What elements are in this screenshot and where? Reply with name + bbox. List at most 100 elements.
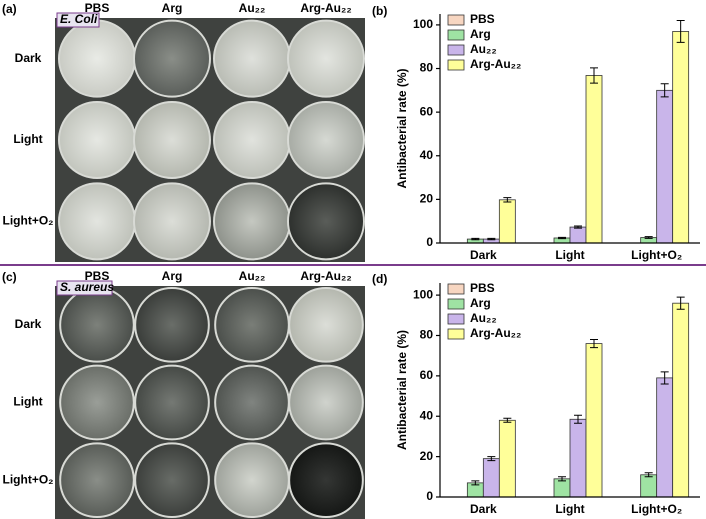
error-bar: [574, 414, 582, 424]
column-label: Arg: [162, 269, 183, 283]
petri-dish: [58, 101, 136, 179]
bar: [498, 199, 516, 244]
petri-dish: [134, 287, 210, 363]
y-tick-label: 100: [413, 287, 433, 301]
petri-dish: [133, 182, 211, 261]
legend-swatch: [447, 44, 465, 56]
row-label: Dark: [15, 317, 42, 331]
error-bar: [487, 456, 496, 462]
column-label: Arg-Au₂₂: [300, 1, 351, 15]
error-bar: [676, 20, 685, 43]
x-tick-label: Light: [555, 248, 584, 262]
y-tick-label: 80: [420, 328, 434, 342]
panel-label: (a): [2, 2, 17, 16]
y-tick-label: 80: [420, 61, 434, 75]
petri-dish: [59, 364, 135, 441]
y-tick-label: 40: [420, 408, 434, 422]
error-bar: [558, 236, 566, 240]
bar: [553, 478, 571, 498]
panel-label: (d): [372, 272, 387, 286]
petri-dish: [213, 182, 291, 261]
legend-swatch: [447, 298, 465, 310]
column-label: Au₂₂: [239, 1, 266, 15]
column-label: Au₂₂: [239, 269, 266, 283]
legend-swatch: [447, 29, 465, 41]
x-tick-label: Light: [555, 502, 584, 516]
petri-dish: [288, 442, 364, 518]
bar: [672, 302, 690, 498]
legend-label: Au₂₂: [470, 42, 497, 56]
y-tick-label: 60: [420, 368, 434, 382]
petri-dish: [287, 182, 365, 261]
error-bar: [574, 225, 582, 229]
bar: [585, 343, 603, 498]
petri-dish: [134, 364, 210, 441]
petri-dish: [213, 101, 291, 179]
error-bar: [471, 237, 480, 241]
strain-label: S. aureus: [60, 280, 114, 294]
legend-swatch: [447, 313, 465, 325]
petri-dish: [287, 101, 365, 179]
legend-label: PBS: [470, 12, 495, 26]
row-label: Light: [13, 132, 42, 146]
petri-dish: [214, 287, 290, 363]
error-bar: [660, 371, 669, 385]
y-tick-label: 0: [426, 489, 433, 503]
bar: [498, 419, 516, 498]
panel-label: (b): [372, 4, 387, 18]
row-label: Dark: [15, 51, 42, 65]
y-tick-label: 60: [420, 104, 434, 118]
error-bar: [503, 417, 512, 423]
bar: [569, 226, 587, 244]
petri-dish: [58, 182, 136, 261]
petri-dish: [58, 19, 136, 98]
legend-swatch: [447, 283, 465, 295]
bar: [482, 458, 500, 498]
x-tick-label: Dark: [470, 502, 497, 516]
error-bar: [590, 339, 598, 349]
strain-box: [56, 12, 100, 28]
x-tick-label: Light+O₂: [631, 502, 682, 516]
error-bar: [644, 472, 653, 478]
column-label: PBS: [85, 1, 110, 15]
bar: [672, 31, 690, 244]
y-tick-label: 40: [420, 148, 434, 162]
y-tick-label: 20: [420, 192, 434, 206]
row-label: Light: [13, 395, 42, 409]
petri-dish: [133, 19, 211, 98]
y-tick-label: 20: [420, 449, 434, 463]
error-bar: [503, 197, 512, 203]
legend-label: Arg: [470, 27, 491, 41]
error-bar: [676, 296, 685, 310]
row-label: Light+O₂: [3, 472, 54, 486]
error-bar: [660, 83, 669, 98]
x-tick-label: Light+O₂: [631, 248, 682, 262]
bar: [640, 474, 658, 498]
error-bar: [590, 67, 598, 84]
petri-dish: [133, 101, 211, 179]
x-tick-label: Dark: [470, 248, 497, 262]
panel-label: (c): [2, 270, 17, 284]
row-label: Light+O₂: [3, 214, 54, 228]
strain-label: E. Coli: [60, 12, 98, 26]
legend-label: Arg: [470, 296, 491, 310]
error-bar: [471, 480, 480, 486]
legend-label: Arg-Au₂₂: [470, 57, 521, 71]
bar: [656, 377, 674, 498]
error-bar: [644, 236, 653, 239]
petri-dish: [214, 442, 290, 518]
y-axis-label: Antibacterial rate (%): [395, 330, 409, 450]
legend-label: Arg-Au₂₂: [470, 326, 521, 340]
y-tick-label: 100: [413, 17, 433, 31]
strain-box: [56, 280, 113, 296]
petri-dish: [288, 364, 364, 441]
column-label: Arg-Au₂₂: [300, 269, 351, 283]
petri-dish: [59, 442, 135, 518]
legend-swatch: [447, 59, 465, 71]
column-label: PBS: [85, 269, 110, 283]
legend-label: Au₂₂: [470, 311, 497, 325]
petri-dish: [59, 287, 135, 363]
error-bar: [558, 476, 566, 482]
y-axis-label: Antibacterial rate (%): [395, 68, 409, 188]
